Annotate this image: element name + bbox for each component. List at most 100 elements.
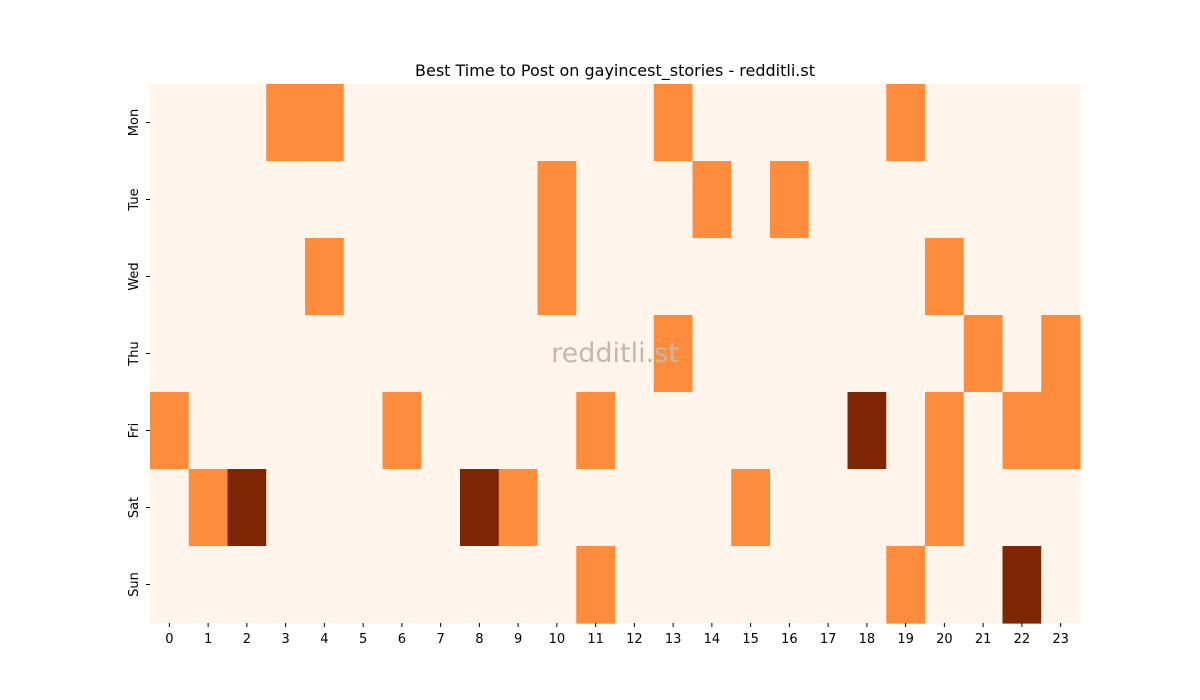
heatmap-cell-sun-12 <box>615 546 655 624</box>
x-tick-label: 9 <box>514 632 522 647</box>
heatmap-cell-mon-13 <box>653 84 694 162</box>
heatmap-cell-sat-8 <box>460 469 500 547</box>
x-tick-label: 19 <box>897 632 914 647</box>
heatmap-cell-sat-17 <box>808 469 849 547</box>
heatmap-cell-wed-23 <box>1041 238 1081 316</box>
heatmap-cell-wed-22 <box>1002 238 1042 316</box>
heatmap-cell-thu-2 <box>227 315 267 393</box>
x-tick-label: 3 <box>281 632 289 647</box>
heatmap-cell-wed-20 <box>925 238 965 316</box>
heatmap-cell-fri-4 <box>305 392 345 470</box>
heatmap-cell-fri-13 <box>653 392 694 470</box>
x-tick-label: 23 <box>1052 632 1069 647</box>
heatmap-cell-wed-8 <box>460 238 500 316</box>
heatmap-cell-tue-18 <box>847 161 887 239</box>
x-axis: 0 1 2 3 4 5 6 7 8 9 10 11 12 13 14 15 16 17 18 19 20 21 22 23 <box>165 623 1069 647</box>
heatmap-cell-thu-4 <box>305 315 345 393</box>
heatmap-cell-wed-14 <box>692 238 732 316</box>
heatmap-cell-tue-11 <box>576 161 616 239</box>
heatmap-cell-thu-10 <box>537 315 577 393</box>
heatmap-cell-mon-5 <box>343 84 384 162</box>
x-tick-label: 7 <box>436 632 444 647</box>
heatmap-cell-sat-21 <box>963 469 1004 547</box>
heatmap-cell-sat-1 <box>188 469 229 547</box>
heatmap-cell-fri-5 <box>343 392 384 470</box>
heatmap-cell-thu-9 <box>498 315 539 393</box>
x-tick-label: 8 <box>475 632 483 647</box>
heatmap-cell-mon-7 <box>421 84 461 162</box>
heatmap-cell-mon-19 <box>886 84 926 162</box>
heatmap-cell-sun-14 <box>692 546 732 624</box>
heatmap-cell-sun-18 <box>847 546 887 624</box>
chart-title: Best Time to Post on gayincest_stories -… <box>415 61 815 81</box>
heatmap-cell-sun-17 <box>808 546 849 624</box>
heatmap-cell-mon-11 <box>576 84 616 162</box>
heatmap-cell-tue-0 <box>150 161 190 239</box>
heatmap-cell-fri-8 <box>460 392 500 470</box>
heatmap-cell-wed-17 <box>808 238 849 316</box>
heatmap-cell-tue-2 <box>227 161 267 239</box>
heatmap-cell-mon-1 <box>188 84 229 162</box>
heatmap-cell-mon-2 <box>227 84 267 162</box>
x-tick-label: 1 <box>204 632 212 647</box>
heatmap-cell-fri-16 <box>770 392 810 470</box>
heatmap-cell-tue-22 <box>1002 161 1042 239</box>
heatmap-cell-sun-13 <box>653 546 694 624</box>
x-tick-label: 17 <box>820 632 837 647</box>
heatmap-cell-sat-23 <box>1041 469 1081 547</box>
heatmap-cell-thu-7 <box>421 315 461 393</box>
heatmap-cell-sun-19 <box>886 546 926 624</box>
heatmap-cell-wed-18 <box>847 238 887 316</box>
y-tick-label: Thu <box>127 341 142 366</box>
heatmap-cell-tue-19 <box>886 161 926 239</box>
heatmap-cell-tue-1 <box>188 161 229 239</box>
heatmap-cell-tue-7 <box>421 161 461 239</box>
heatmap-cell-mon-3 <box>266 84 306 162</box>
heatmap-cell-fri-17 <box>808 392 849 470</box>
heatmap-cell-mon-6 <box>382 84 422 162</box>
heatmap-cell-mon-12 <box>615 84 655 162</box>
heatmap-cell-fri-12 <box>615 392 655 470</box>
heatmap-cell-thu-23 <box>1041 315 1081 393</box>
heatmap-cell-sun-21 <box>963 546 1004 624</box>
y-tick-label: Wed <box>127 262 142 290</box>
heatmap-cell-fri-20 <box>925 392 965 470</box>
heatmap-cell-mon-14 <box>692 84 732 162</box>
heatmap-cell-wed-1 <box>188 238 229 316</box>
heatmap-cell-thu-6 <box>382 315 422 393</box>
heatmap-cell-thu-21 <box>963 315 1004 393</box>
heatmap-cell-wed-6 <box>382 238 422 316</box>
x-tick-label: 15 <box>742 632 759 647</box>
heatmap-cell-sat-13 <box>653 469 694 547</box>
heatmap-cell-sat-14 <box>692 469 732 547</box>
heatmap-cell-tue-17 <box>808 161 849 239</box>
x-tick-label: 16 <box>781 632 798 647</box>
heatmap-cell-fri-9 <box>498 392 539 470</box>
heatmap-cell-tue-20 <box>925 161 965 239</box>
heatmap-cell-sat-18 <box>847 469 887 547</box>
heatmap-cell-sat-12 <box>615 469 655 547</box>
heatmap-cell-sat-11 <box>576 469 616 547</box>
heatmap-cell-mon-10 <box>537 84 577 162</box>
heatmap-cell-fri-14 <box>692 392 732 470</box>
heatmap-cell-mon-9 <box>498 84 539 162</box>
heatmap-cell-fri-21 <box>963 392 1004 470</box>
heatmap-cell-thu-11 <box>576 315 616 393</box>
heatmap-cell-sat-22 <box>1002 469 1042 547</box>
heatmap-cell-sun-20 <box>925 546 965 624</box>
heatmap-cell-sat-16 <box>770 469 810 547</box>
heatmap-cell-sun-1 <box>188 546 229 624</box>
heatmap-cell-mon-18 <box>847 84 887 162</box>
heatmap-cell-wed-4 <box>305 238 345 316</box>
heatmap-cell-wed-11 <box>576 238 616 316</box>
heatmap-cell-tue-12 <box>615 161 655 239</box>
heatmap-cell-fri-11 <box>576 392 616 470</box>
heatmap-cell-tue-3 <box>266 161 306 239</box>
heatmap-cell-fri-22 <box>1002 392 1042 470</box>
x-tick-label: 21 <box>975 632 992 647</box>
heatmap-cell-wed-16 <box>770 238 810 316</box>
heatmap-cell-wed-9 <box>498 238 539 316</box>
heatmap-cell-sun-15 <box>731 546 771 624</box>
heatmap-cell-tue-13 <box>653 161 694 239</box>
heatmap-cell-wed-5 <box>343 238 384 316</box>
